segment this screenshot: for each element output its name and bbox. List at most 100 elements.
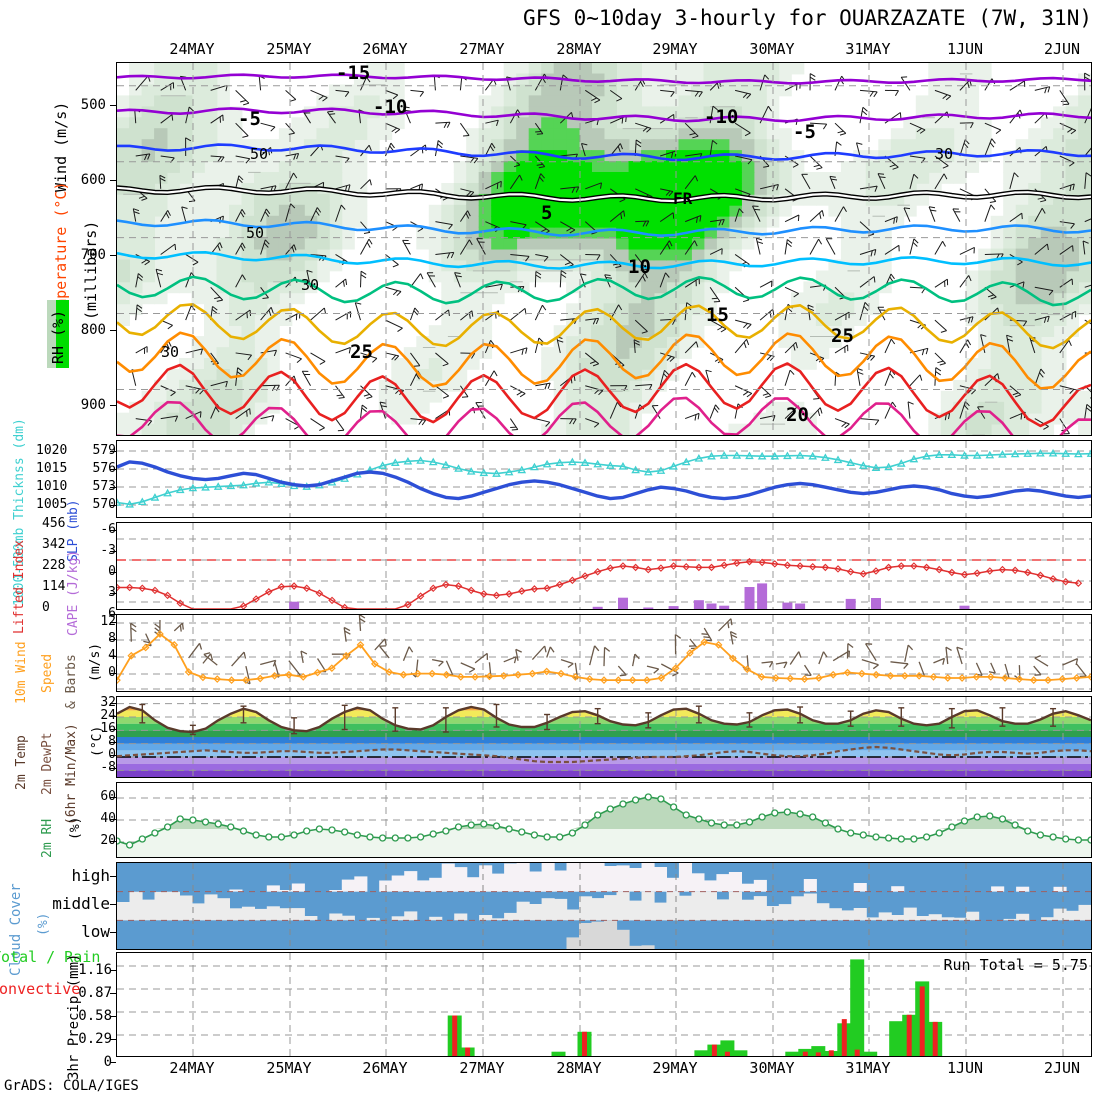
slp-marker	[871, 463, 881, 472]
cape-li-plot	[117, 523, 1091, 609]
rh-marker	[227, 823, 235, 831]
wind-speed-marker	[342, 651, 351, 660]
slp-marker	[757, 451, 767, 460]
wind-speed-marker	[117, 676, 121, 684]
cloud-bar	[991, 886, 1005, 892]
cloud-bar	[903, 907, 917, 921]
wind-speed-marker	[614, 676, 623, 684]
rh-marker	[720, 821, 728, 829]
cloud-bar	[678, 895, 692, 921]
rh-marker	[189, 816, 197, 824]
cloud-bar	[616, 929, 630, 949]
axis-tick	[110, 703, 116, 704]
cloud-bar	[1053, 908, 1067, 921]
axis-tick	[110, 904, 116, 905]
lifted-index-marker	[340, 603, 349, 609]
rh-marker	[1087, 836, 1091, 844]
wind-speed-marker	[442, 670, 451, 679]
lifted-index-marker	[315, 589, 324, 598]
panel-2m-temp	[116, 696, 1092, 778]
cape-bar	[795, 603, 806, 609]
cloud-bar	[129, 891, 143, 921]
axis-tick-label: 40	[100, 811, 116, 826]
axis-tick	[110, 729, 116, 730]
slp-marker	[264, 477, 274, 486]
rh-marker	[530, 831, 539, 839]
lifted-index-marker	[695, 563, 703, 572]
rh-marker	[568, 829, 577, 837]
date-label: 28MAY	[556, 1059, 602, 1077]
lifted-index-marker	[973, 569, 981, 577]
rh-marker	[771, 809, 779, 817]
lifted-index-marker	[568, 576, 577, 585]
precip-convective-bar	[854, 1049, 860, 1056]
axis-tick	[110, 622, 116, 623]
wind-speed-marker	[943, 674, 952, 682]
rh-marker	[467, 821, 475, 829]
wind-speed-marker	[227, 676, 236, 684]
date-label: 28MAY	[556, 40, 602, 58]
lifted-index-marker	[631, 563, 640, 572]
precip-convective-bar	[828, 1050, 834, 1056]
label-wind-speed: Speed	[40, 653, 55, 693]
rh-marker	[492, 822, 501, 830]
cloud-bar	[341, 879, 355, 892]
cloud-bar	[866, 917, 880, 921]
cloud-bar	[778, 904, 792, 921]
cloud-bar	[891, 915, 905, 921]
cloud-bar	[1053, 886, 1067, 892]
slp-marker	[795, 451, 805, 459]
cloud-bar	[504, 912, 518, 921]
date-label: 26MAY	[362, 40, 408, 58]
date-label: 29MAY	[652, 1059, 698, 1077]
run-total-label: Run Total = 5.75	[943, 956, 1089, 974]
cloud-bar	[329, 890, 343, 892]
precip-total-bar	[733, 1050, 748, 1056]
lifted-index-marker	[998, 565, 1007, 574]
rh-marker	[619, 800, 627, 808]
rh-marker	[872, 833, 880, 841]
wind-speed-marker	[1015, 675, 1024, 683]
lifted-index-marker	[834, 565, 842, 573]
wind-speed-marker	[671, 664, 680, 673]
precip-convective-bar	[932, 1021, 938, 1056]
lifted-index-marker	[986, 567, 994, 575]
axis-tick-label: 0	[56, 564, 116, 579]
rh-marker	[378, 834, 387, 842]
wind-speed-marker	[686, 649, 694, 657]
rh-marker	[480, 820, 488, 828]
wind-speed-marker	[729, 654, 737, 663]
axis-tick-label: -8	[100, 760, 116, 775]
cloud-bar	[229, 889, 243, 892]
lifted-index-marker	[239, 602, 248, 609]
slp-marker	[618, 462, 628, 470]
slp-marker	[833, 455, 843, 464]
lifted-index-marker	[492, 591, 501, 600]
lifted-index-marker	[505, 590, 513, 598]
lifted-index-marker	[619, 562, 627, 570]
rh-marker	[1049, 833, 1057, 841]
axis-tick	[110, 572, 116, 573]
slp-marker	[428, 457, 438, 466]
isotherm-20	[117, 303, 1091, 350]
wind-speed-marker	[1087, 673, 1091, 681]
axis-tick-label: 3	[56, 585, 116, 600]
cloud-bar	[366, 917, 380, 921]
temp-line	[117, 705, 1091, 734]
cloud-bar	[741, 883, 755, 892]
contour-label: FR	[673, 189, 693, 208]
lifted-index-marker	[290, 582, 298, 590]
precip-total-bar	[551, 1051, 566, 1056]
wind-speed-marker	[356, 641, 365, 649]
lifted-index-marker	[163, 591, 172, 600]
slp-marker	[808, 451, 818, 460]
axis-tick-label: 8	[56, 734, 116, 749]
contour-label: -5	[238, 108, 261, 130]
rh-marker	[884, 834, 893, 842]
cloud-bar	[666, 891, 680, 921]
lifted-index-marker	[1023, 568, 1032, 577]
cloud-bar	[404, 871, 418, 892]
rh-marker	[594, 811, 602, 819]
cape-bar	[643, 607, 654, 609]
axis-tick	[110, 614, 116, 615]
